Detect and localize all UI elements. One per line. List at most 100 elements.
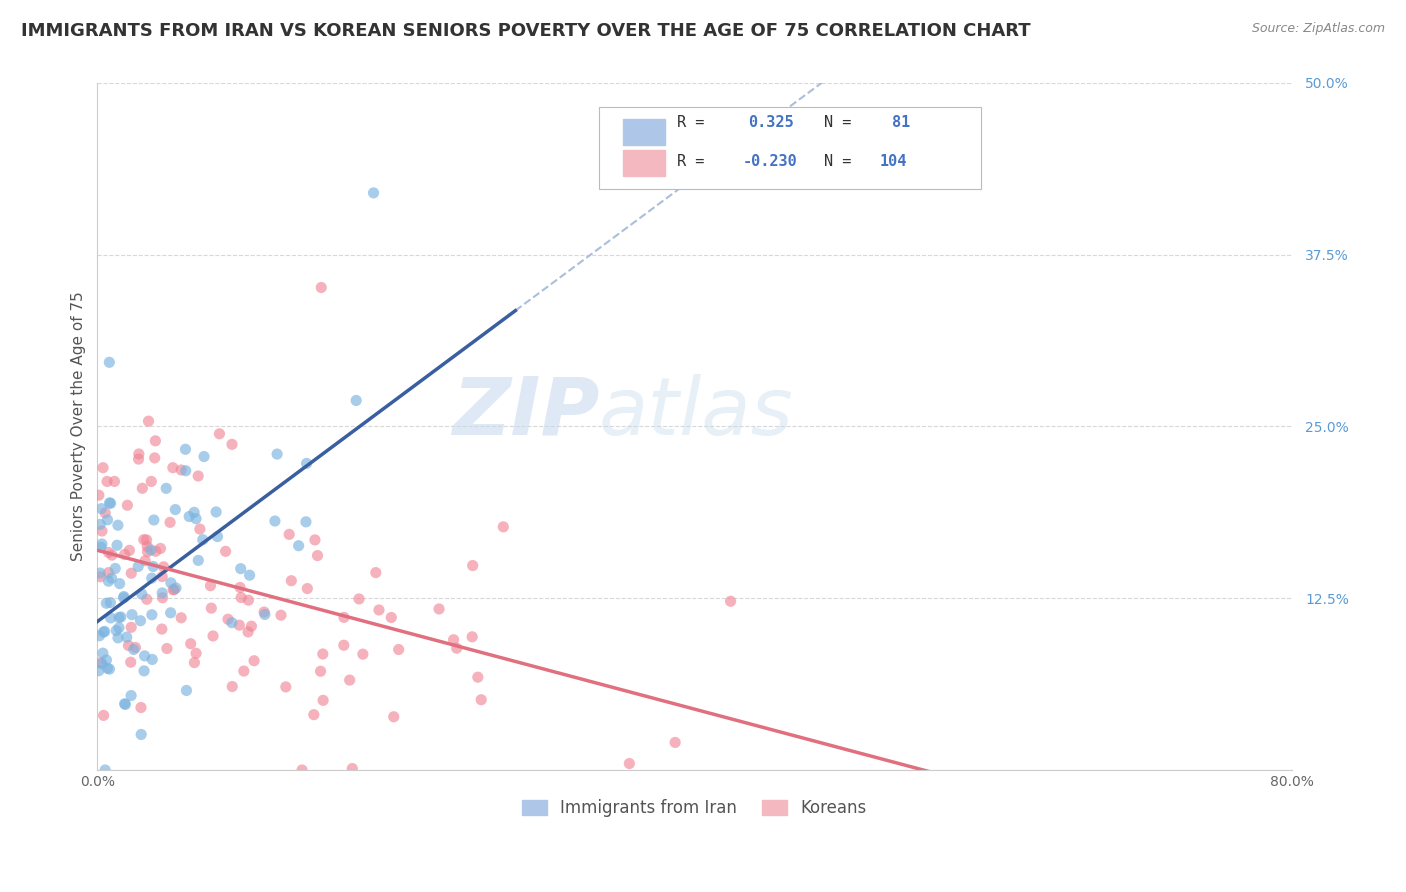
Point — [228, 618, 250, 632]
Text: IMMIGRANTS FROM IRAN VS KOREAN SENIORS POVERTY OVER THE AGE OF 75 CORRELATION CH: IMMIGRANTS FROM IRAN VS KOREAN SENIORS P… — [21, 22, 1031, 40]
Point — [309, 280, 332, 294]
Point — [229, 581, 252, 595]
Point — [165, 581, 187, 595]
Point — [145, 434, 167, 448]
Point — [184, 512, 207, 526]
Point — [333, 610, 356, 624]
Point — [120, 655, 142, 669]
Point — [221, 680, 243, 694]
Point — [443, 632, 465, 647]
Point — [134, 554, 156, 568]
Legend: Immigrants from Iran, Koreans: Immigrants from Iran, Koreans — [516, 792, 873, 823]
Text: Source: ZipAtlas.com: Source: ZipAtlas.com — [1251, 22, 1385, 36]
Point — [239, 568, 262, 582]
Point — [274, 680, 297, 694]
Point — [470, 692, 492, 706]
Point — [100, 571, 122, 585]
Point — [295, 456, 318, 470]
Point — [117, 498, 139, 512]
Point — [141, 607, 163, 622]
Point — [461, 630, 484, 644]
Point — [108, 621, 131, 635]
Point — [145, 544, 167, 558]
Point — [160, 575, 183, 590]
Point — [221, 437, 243, 451]
Point — [176, 683, 198, 698]
Point — [207, 530, 229, 544]
Point — [152, 591, 174, 605]
Point — [253, 607, 276, 622]
Point — [93, 624, 115, 639]
Point — [127, 559, 149, 574]
Point — [364, 566, 387, 580]
Point — [131, 481, 153, 495]
Point — [165, 502, 187, 516]
Point — [138, 414, 160, 428]
Point — [97, 566, 120, 580]
Point — [344, 393, 367, 408]
Y-axis label: Seniors Poverty Over the Age of 75: Seniors Poverty Over the Age of 75 — [72, 292, 86, 561]
Point — [134, 648, 156, 663]
Point — [221, 615, 243, 630]
Point — [139, 543, 162, 558]
Point — [202, 629, 225, 643]
Point — [93, 708, 115, 723]
Point — [492, 520, 515, 534]
Point — [150, 622, 173, 636]
Point — [342, 762, 364, 776]
Point — [120, 566, 142, 581]
Point — [264, 514, 287, 528]
Point — [232, 664, 254, 678]
Point — [200, 579, 222, 593]
Point — [339, 673, 361, 687]
Point — [136, 540, 159, 554]
Point — [446, 641, 468, 656]
Point — [96, 475, 118, 489]
Point — [347, 591, 370, 606]
Point — [141, 475, 163, 489]
Point — [143, 450, 166, 465]
Point — [180, 637, 202, 651]
Point — [89, 566, 111, 580]
Point — [184, 646, 207, 660]
Point — [238, 593, 260, 607]
Point — [619, 756, 641, 771]
Point — [150, 586, 173, 600]
Point — [193, 450, 215, 464]
Point — [179, 509, 201, 524]
Text: atlas: atlas — [599, 374, 794, 451]
Point — [236, 624, 259, 639]
Point — [333, 638, 356, 652]
Point — [664, 735, 686, 749]
Point — [108, 576, 131, 591]
Point — [129, 700, 152, 714]
Point — [200, 601, 222, 615]
Point — [120, 620, 142, 634]
Point — [170, 463, 193, 477]
Point — [105, 624, 128, 638]
Point — [90, 540, 112, 554]
Point — [214, 544, 236, 558]
FancyBboxPatch shape — [623, 150, 665, 176]
Point — [98, 662, 121, 676]
Point — [280, 574, 302, 588]
Point — [108, 610, 131, 624]
Point — [105, 538, 128, 552]
Text: N =: N = — [824, 154, 860, 169]
Point — [720, 594, 742, 608]
Point — [135, 592, 157, 607]
Point — [174, 442, 197, 457]
Point — [240, 619, 263, 633]
Point — [96, 596, 118, 610]
Point — [312, 647, 335, 661]
Point — [112, 590, 135, 604]
Point — [98, 355, 121, 369]
Point — [217, 612, 239, 626]
Point — [89, 629, 111, 643]
Point — [243, 654, 266, 668]
Point — [141, 571, 163, 585]
Point — [302, 707, 325, 722]
Point — [382, 710, 405, 724]
Point — [91, 524, 114, 538]
Point — [98, 496, 121, 510]
